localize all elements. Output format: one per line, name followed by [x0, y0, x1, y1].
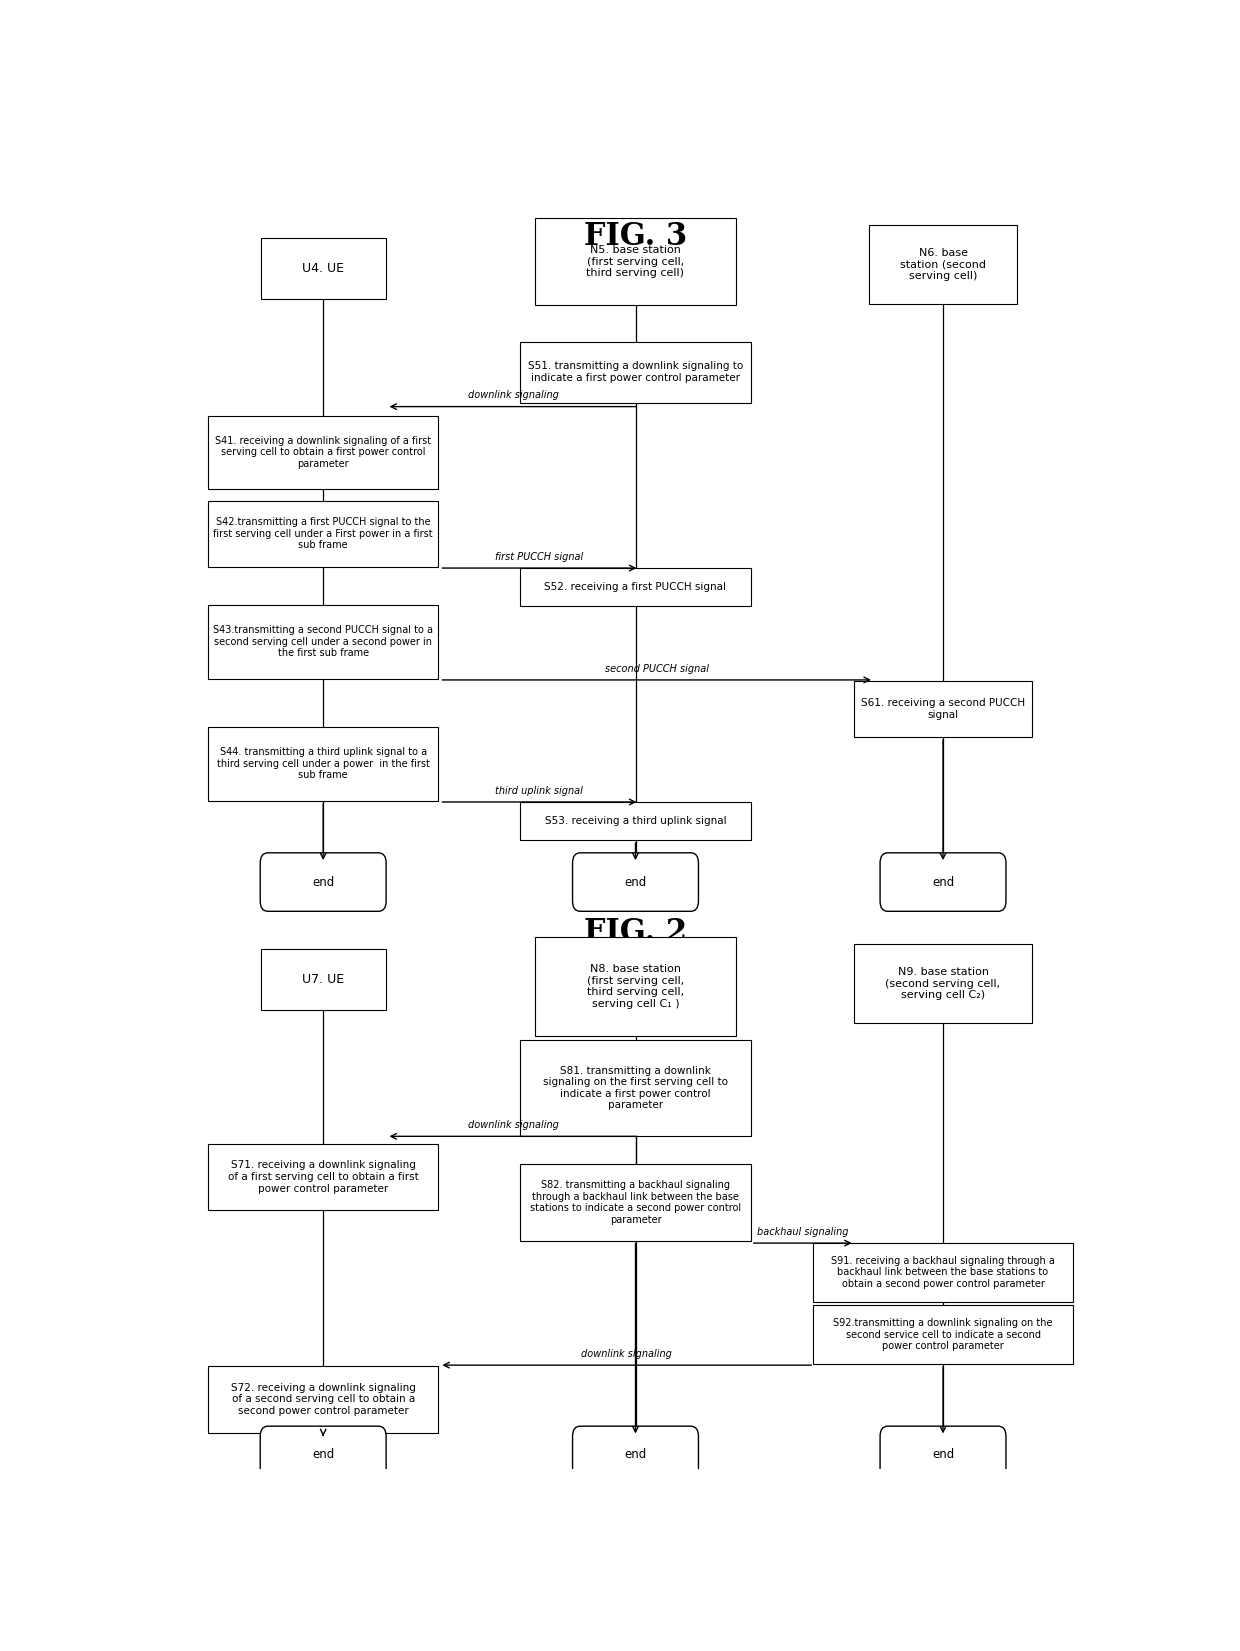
Text: FIG. 3: FIG. 3 [584, 221, 687, 251]
Text: end: end [312, 875, 335, 888]
Text: S52. receiving a first PUCCH signal: S52. receiving a first PUCCH signal [544, 583, 727, 593]
FancyBboxPatch shape [521, 1040, 751, 1136]
Text: backhaul signaling: backhaul signaling [756, 1227, 848, 1237]
FancyBboxPatch shape [260, 1426, 386, 1483]
Text: downlink signaling: downlink signaling [467, 390, 558, 400]
FancyBboxPatch shape [521, 342, 751, 403]
FancyBboxPatch shape [208, 1367, 439, 1433]
Text: U7. UE: U7. UE [303, 974, 345, 986]
FancyBboxPatch shape [534, 936, 737, 1035]
Text: N5. base station
(first serving cell,
third serving cell): N5. base station (first serving cell, th… [587, 244, 684, 279]
FancyBboxPatch shape [208, 726, 439, 801]
Text: end: end [625, 875, 646, 888]
Text: downlink signaling: downlink signaling [582, 1349, 672, 1359]
FancyBboxPatch shape [813, 1243, 1073, 1301]
Text: S61. receiving a second PUCCH
signal: S61. receiving a second PUCCH signal [861, 698, 1025, 720]
Text: third uplink signal: third uplink signal [496, 786, 583, 796]
Text: second PUCCH signal: second PUCCH signal [605, 664, 708, 674]
Text: S91. receiving a backhaul signaling through a
backhaul link between the base sta: S91. receiving a backhaul signaling thro… [831, 1256, 1055, 1289]
Text: first PUCCH signal: first PUCCH signal [495, 551, 584, 561]
FancyBboxPatch shape [854, 944, 1032, 1024]
Text: S82. transmitting a backhaul signaling
through a backhaul link between the base
: S82. transmitting a backhaul signaling t… [529, 1180, 742, 1225]
Text: downlink signaling: downlink signaling [467, 1119, 558, 1129]
FancyBboxPatch shape [534, 218, 737, 305]
Text: FIG. 2: FIG. 2 [584, 918, 687, 948]
Text: end: end [932, 875, 954, 888]
FancyBboxPatch shape [208, 500, 439, 566]
FancyBboxPatch shape [880, 1426, 1006, 1483]
Text: S81. transmitting a downlink
signaling on the first serving cell to
indicate a f: S81. transmitting a downlink signaling o… [543, 1065, 728, 1111]
Text: N8. base station
(first serving cell,
third serving cell,
serving cell C₁ ): N8. base station (first serving cell, th… [587, 964, 684, 1009]
Text: S71. receiving a downlink signaling
of a first serving cell to obtain a first
po: S71. receiving a downlink signaling of a… [228, 1161, 419, 1194]
Text: end: end [932, 1448, 954, 1461]
Text: S51. transmitting a downlink signaling to
indicate a first power control paramet: S51. transmitting a downlink signaling t… [528, 362, 743, 383]
Text: end: end [625, 1448, 646, 1461]
FancyBboxPatch shape [260, 949, 386, 1010]
FancyBboxPatch shape [208, 604, 439, 679]
FancyBboxPatch shape [573, 1426, 698, 1483]
Text: S43.transmitting a second PUCCH signal to a
second serving cell under a second p: S43.transmitting a second PUCCH signal t… [213, 626, 433, 659]
Text: N6. base
station (second
serving cell): N6. base station (second serving cell) [900, 248, 986, 281]
FancyBboxPatch shape [208, 416, 439, 489]
Text: S53. receiving a third uplink signal: S53. receiving a third uplink signal [544, 816, 727, 826]
FancyBboxPatch shape [260, 854, 386, 911]
Text: N9. base station
(second serving cell,
serving cell C₂): N9. base station (second serving cell, s… [885, 967, 1001, 1001]
Text: S42.transmitting a first PUCCH signal to the
first serving cell under a First po: S42.transmitting a first PUCCH signal to… [213, 517, 433, 550]
FancyBboxPatch shape [813, 1306, 1073, 1364]
FancyBboxPatch shape [521, 802, 751, 840]
FancyBboxPatch shape [208, 1144, 439, 1210]
FancyBboxPatch shape [573, 854, 698, 911]
Text: end: end [312, 1448, 335, 1461]
Text: S41. receiving a downlink signaling of a first
serving cell to obtain a first po: S41. receiving a downlink signaling of a… [215, 436, 432, 469]
Text: S72. receiving a downlink signaling
of a second serving cell to obtain a
second : S72. receiving a downlink signaling of a… [231, 1384, 415, 1417]
FancyBboxPatch shape [868, 225, 1018, 304]
Text: S92.transmitting a downlink signaling on the
second service cell to indicate a s: S92.transmitting a downlink signaling on… [833, 1317, 1053, 1351]
FancyBboxPatch shape [521, 568, 751, 606]
FancyBboxPatch shape [260, 238, 386, 299]
Text: U4. UE: U4. UE [303, 261, 345, 274]
FancyBboxPatch shape [854, 682, 1032, 736]
FancyBboxPatch shape [880, 854, 1006, 911]
FancyBboxPatch shape [521, 1164, 751, 1240]
Text: S44. transmitting a third uplink signal to a
third serving cell under a power  i: S44. transmitting a third uplink signal … [217, 748, 429, 781]
